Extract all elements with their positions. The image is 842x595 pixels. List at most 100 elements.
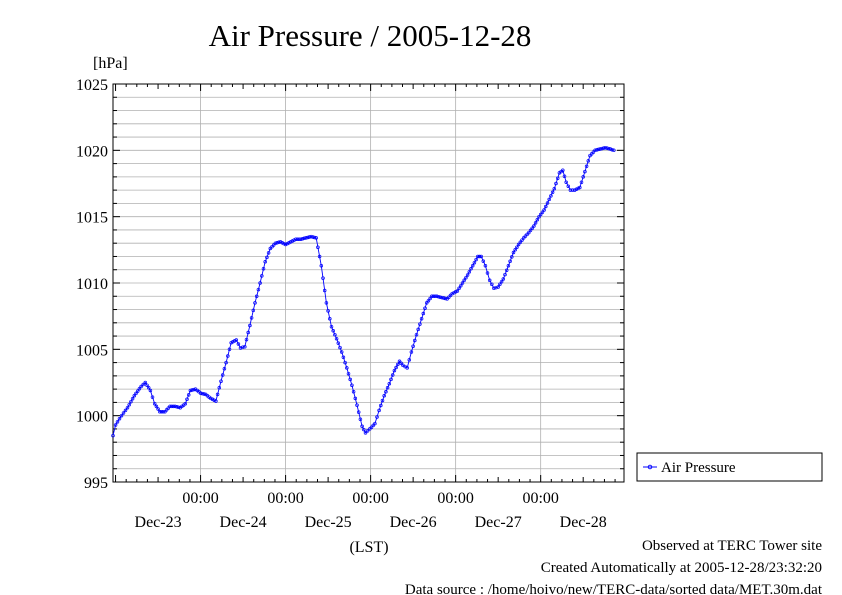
- data-point: [119, 413, 124, 418]
- data-point: [231, 340, 235, 344]
- data-point: [405, 366, 409, 370]
- y-tick-label: 1025: [76, 77, 108, 94]
- data-point: [117, 417, 122, 421]
- data-point: [490, 282, 494, 287]
- data-point: [554, 181, 558, 186]
- data-point: [226, 354, 230, 358]
- data-point: [586, 159, 591, 163]
- data-point: [300, 237, 305, 241]
- data-point: [513, 248, 517, 252]
- data-point: [356, 410, 361, 414]
- data-point: [538, 212, 543, 217]
- data-point: [246, 330, 250, 335]
- data-point: [550, 190, 555, 195]
- data-point: [431, 294, 436, 299]
- data-point: [129, 399, 133, 404]
- data-point: [234, 338, 239, 342]
- data-point: [137, 387, 142, 391]
- data-point: [285, 241, 290, 246]
- data-point: [334, 336, 339, 341]
- grid-lines: [113, 84, 624, 482]
- data-point: [273, 241, 278, 245]
- data-point: [365, 429, 370, 433]
- data-point: [605, 146, 609, 150]
- data-point: [503, 272, 507, 277]
- chart-title: Air Pressure / 2005-12-28: [209, 18, 532, 53]
- data-point: [341, 355, 346, 360]
- data-point: [419, 317, 424, 321]
- data-point: [236, 342, 241, 346]
- data-point: [161, 409, 165, 414]
- data-point: [457, 286, 461, 291]
- data-point: [309, 234, 313, 239]
- data-point: [426, 298, 431, 303]
- data-point: [545, 201, 550, 205]
- data-point: [472, 260, 477, 265]
- data-point: [572, 188, 577, 192]
- data-point: [198, 391, 203, 395]
- data-point: [428, 296, 432, 301]
- data-point: [222, 367, 227, 371]
- data-point: [311, 235, 315, 239]
- data-point: [555, 176, 560, 180]
- data-point: [363, 431, 368, 435]
- data-point: [331, 329, 335, 333]
- data-point: [389, 377, 393, 382]
- data-point: [465, 273, 470, 277]
- data-point: [176, 405, 181, 410]
- data-point: [535, 218, 540, 222]
- data-point: [570, 188, 575, 192]
- data-point: [453, 290, 458, 294]
- data-point: [452, 290, 456, 295]
- data-point: [266, 251, 271, 255]
- data-point: [212, 398, 216, 402]
- data-point: [462, 278, 466, 283]
- data-point: [467, 270, 472, 274]
- data-point: [145, 383, 149, 387]
- data-point: [111, 433, 115, 438]
- data-point: [192, 387, 196, 392]
- data-point: [130, 397, 135, 401]
- data-point: [263, 260, 267, 264]
- x-day-label: Dec-28: [560, 514, 607, 531]
- data-point: [443, 296, 448, 301]
- footer: Observed at TERC Tower site Created Auto…: [405, 538, 823, 595]
- data-point: [277, 240, 281, 245]
- data-point: [430, 294, 434, 299]
- data-point: [562, 174, 567, 178]
- data-point: [441, 296, 446, 300]
- data-point: [258, 281, 262, 285]
- data-point: [568, 188, 573, 192]
- data-point: [339, 350, 344, 354]
- data-point: [304, 236, 308, 240]
- legend-marker: [647, 464, 653, 470]
- data-point: [498, 282, 502, 287]
- data-point: [238, 346, 243, 350]
- data-point: [183, 401, 188, 406]
- data-point: [440, 295, 444, 300]
- data-point: [328, 317, 332, 321]
- data-point: [595, 148, 599, 152]
- data-point: [469, 267, 473, 271]
- legend: Air Pressure: [636, 452, 823, 482]
- data-point: [188, 388, 193, 393]
- data-point: [307, 235, 312, 239]
- data-point: [499, 279, 504, 284]
- data-point: [515, 245, 519, 249]
- data-point: [601, 146, 606, 150]
- data-point: [317, 254, 322, 259]
- data-point: [528, 228, 533, 233]
- data-point: [249, 316, 254, 320]
- data-point: [416, 327, 420, 332]
- data-point: [350, 383, 354, 387]
- data-point: [275, 241, 279, 245]
- data-point: [132, 394, 137, 398]
- data-point: [487, 278, 492, 283]
- data-point: [215, 392, 220, 397]
- data-point: [125, 405, 130, 410]
- x-tick-label: 00:00: [182, 490, 218, 507]
- data-point: [135, 389, 140, 393]
- data-point: [169, 404, 174, 409]
- x-tick-label: 00:00: [522, 490, 558, 507]
- data-point: [433, 294, 437, 299]
